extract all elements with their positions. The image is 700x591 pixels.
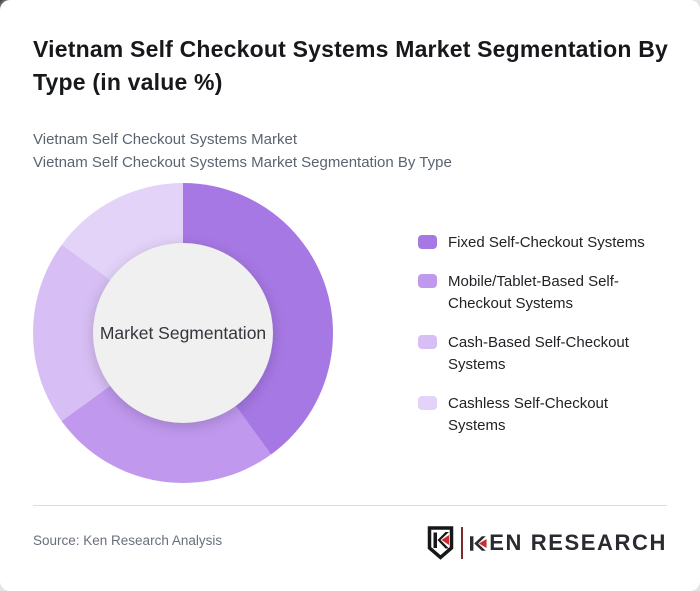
legend-item: Fixed Self-Checkout Systems	[418, 232, 668, 254]
subtitle-line-1: Vietnam Self Checkout Systems Market	[33, 131, 297, 148]
ken-research-wordmark: EN RESEARCH	[470, 532, 667, 554]
legend-swatch-icon	[418, 335, 437, 349]
wordmark-text: EN RESEARCH	[489, 530, 667, 555]
ken-research-logo: EN RESEARCH	[427, 526, 667, 560]
page-title: Vietnam Self Checkout Systems Market Seg…	[33, 36, 669, 95]
legend-swatch-icon	[418, 396, 437, 410]
legend-label: Fixed Self-Checkout Systems	[448, 234, 645, 251]
subtitle-line-2: Vietnam Self Checkout Systems Market Seg…	[33, 154, 452, 171]
legend-item: Mobile/Tablet-Based Self-Checkout System…	[418, 271, 668, 315]
source-text: Source: Ken Research Analysis	[33, 533, 223, 548]
chart-subtitles: Vietnam Self Checkout Systems Market Vie…	[33, 128, 673, 174]
legend-item: Cashless Self-Checkout Systems	[418, 393, 668, 437]
legend-label: Mobile/Tablet-Based Self-Checkout System…	[448, 273, 619, 312]
wordmark-k-icon	[470, 535, 487, 551]
logo-divider	[460, 527, 464, 559]
donut-center: Market Segmentation	[93, 243, 273, 423]
chart-legend: Fixed Self-Checkout Systems Mobile/Tablet…	[418, 232, 668, 437]
ken-research-shield-icon	[427, 526, 454, 560]
donut-chart: Market Segmentation	[33, 183, 333, 483]
legend-swatch-icon	[418, 274, 437, 288]
legend-item: Cash-Based Self-Checkout Systems	[418, 332, 668, 376]
donut-center-label: Market Segmentation	[99, 322, 267, 343]
legend-label: Cashless Self-Checkout Systems	[448, 395, 609, 434]
legend-label: Cash-Based Self-Checkout Systems	[448, 334, 629, 373]
legend-swatch-icon	[418, 235, 437, 249]
footer-divider	[33, 505, 667, 506]
